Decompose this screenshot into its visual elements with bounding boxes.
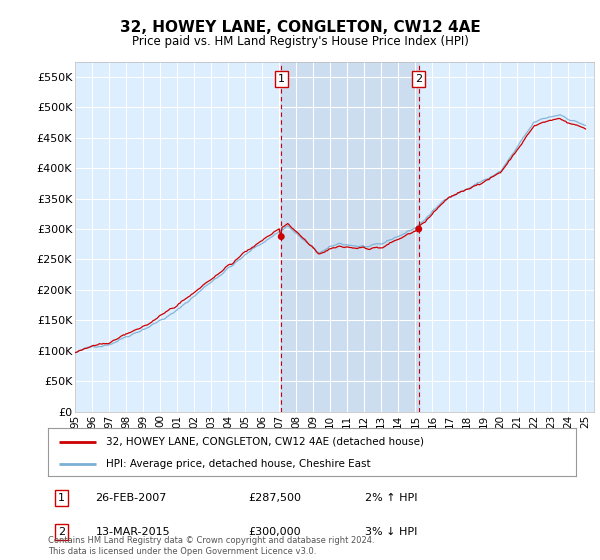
Text: 26-FEB-2007: 26-FEB-2007 <box>95 493 167 503</box>
Text: £287,500: £287,500 <box>248 493 302 503</box>
Text: 3% ↓ HPI: 3% ↓ HPI <box>365 527 417 537</box>
Text: 2: 2 <box>415 74 422 84</box>
Text: 32, HOWEY LANE, CONGLETON, CW12 4AE: 32, HOWEY LANE, CONGLETON, CW12 4AE <box>119 20 481 35</box>
Text: 13-MAR-2015: 13-MAR-2015 <box>95 527 170 537</box>
Bar <box>281 62 419 412</box>
Text: Contains HM Land Registry data © Crown copyright and database right 2024.
This d: Contains HM Land Registry data © Crown c… <box>48 536 374 556</box>
Text: Price paid vs. HM Land Registry's House Price Index (HPI): Price paid vs. HM Land Registry's House … <box>131 35 469 48</box>
Text: 32, HOWEY LANE, CONGLETON, CW12 4AE (detached house): 32, HOWEY LANE, CONGLETON, CW12 4AE (det… <box>106 437 424 447</box>
Text: £300,000: £300,000 <box>248 527 301 537</box>
Text: 2% ↑ HPI: 2% ↑ HPI <box>365 493 418 503</box>
Text: 1: 1 <box>278 74 285 84</box>
Point <box>414 225 424 234</box>
Text: 2: 2 <box>58 527 65 537</box>
Text: 1: 1 <box>58 493 65 503</box>
Text: HPI: Average price, detached house, Cheshire East: HPI: Average price, detached house, Ches… <box>106 459 371 469</box>
Point <box>277 232 286 241</box>
